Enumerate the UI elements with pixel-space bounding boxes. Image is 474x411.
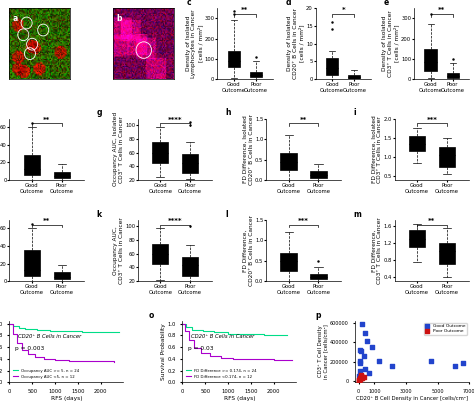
Text: **: ** <box>438 7 445 13</box>
Text: ****: **** <box>168 117 182 123</box>
PathPatch shape <box>152 143 168 163</box>
Text: **: ** <box>300 117 307 123</box>
PathPatch shape <box>310 274 327 279</box>
Poor Outcome <box>358 374 366 381</box>
X-axis label: RFS (days): RFS (days) <box>224 395 255 401</box>
PathPatch shape <box>409 230 425 247</box>
Poor Outcome <box>356 376 364 382</box>
Poor Outcome <box>356 375 364 382</box>
Y-axis label: Survival Probability: Survival Probability <box>161 323 166 380</box>
Good Outcome <box>358 321 366 328</box>
Text: d: d <box>285 0 291 7</box>
Text: e: e <box>383 0 389 7</box>
Text: l: l <box>225 210 228 219</box>
Text: **: ** <box>241 7 248 13</box>
X-axis label: CD20⁺ B Cell Density in Cancer [cells/cm²]: CD20⁺ B Cell Density in Cancer [cells/cm… <box>356 395 468 401</box>
Text: **: ** <box>428 218 436 224</box>
Good Outcome <box>368 343 376 350</box>
Y-axis label: FD Difference, Isolated
CD3⁺ T Cells in Cancer: FD Difference, Isolated CD3⁺ T Cells in … <box>371 115 382 183</box>
Good Outcome <box>356 358 364 364</box>
Good Outcome <box>357 348 365 354</box>
PathPatch shape <box>281 153 297 170</box>
Text: **: ** <box>43 218 50 224</box>
Good Outcome <box>355 373 363 379</box>
PathPatch shape <box>24 155 40 175</box>
Good Outcome <box>459 360 467 367</box>
Y-axis label: FD Difference, Isolated
CD20⁺ B Cells in Cancer: FD Difference, Isolated CD20⁺ B Cells in… <box>243 114 254 185</box>
Text: p = 0.03: p = 0.03 <box>188 346 214 351</box>
Legend: FD Difference >= 0.174, n = 24, FD Difference <0.174, n = 12: FD Difference >= 0.174, n = 24, FD Diffe… <box>184 367 258 380</box>
Text: *: * <box>341 7 345 13</box>
Y-axis label: Density of Isolated
Lymphocytes in Cancer
[cells / mm²]: Density of Isolated Lymphocytes in Cance… <box>185 9 203 78</box>
Good Outcome <box>361 330 368 337</box>
Text: CD20⁺ B Cells in Cancer: CD20⁺ B Cells in Cancer <box>18 334 81 339</box>
Text: p = 0.003: p = 0.003 <box>15 346 45 351</box>
Text: i: i <box>354 109 356 118</box>
Poor Outcome <box>356 377 363 383</box>
Poor Outcome <box>356 375 364 381</box>
Text: CD20⁺ B Cells in Cancer: CD20⁺ B Cells in Cancer <box>191 334 254 339</box>
PathPatch shape <box>281 253 297 271</box>
Text: m: m <box>354 210 362 219</box>
Good Outcome <box>360 353 367 360</box>
PathPatch shape <box>152 244 168 264</box>
Y-axis label: Density of Isolated
CD3⁺ T Cells in Cancer
[cells / mm²]: Density of Isolated CD3⁺ T Cells in Canc… <box>383 10 400 77</box>
Text: **: ** <box>43 117 50 123</box>
PathPatch shape <box>228 51 240 67</box>
Text: c: c <box>187 0 191 7</box>
PathPatch shape <box>250 72 262 77</box>
PathPatch shape <box>438 148 455 166</box>
Legend: Good Outcome, Poor Outcome: Good Outcome, Poor Outcome <box>424 323 467 335</box>
X-axis label: RFS (days): RFS (days) <box>51 395 82 401</box>
Text: ***: *** <box>427 117 438 123</box>
PathPatch shape <box>310 171 327 178</box>
Good Outcome <box>356 360 364 367</box>
Legend: Occupancy AUC >= 5, n = 24, Occupancy AUC <5, n = 12: Occupancy AUC >= 5, n = 24, Occupancy AU… <box>11 367 81 380</box>
Good Outcome <box>375 358 383 364</box>
Text: ***: *** <box>298 218 309 224</box>
Good Outcome <box>356 346 364 353</box>
Good Outcome <box>362 366 369 372</box>
PathPatch shape <box>182 154 198 173</box>
PathPatch shape <box>54 172 70 178</box>
Y-axis label: Occupancy AUC, Isolated
CD3⁺ T Cells in Cancer: Occupancy AUC, Isolated CD3⁺ T Cells in … <box>113 112 124 186</box>
Y-axis label: CD3⁺ T Cell Density
in Cancer [cells/cm²]: CD3⁺ T Cell Density in Cancer [cells/cm²… <box>318 324 328 379</box>
PathPatch shape <box>425 48 437 71</box>
Good Outcome <box>356 367 364 374</box>
Poor Outcome <box>358 374 366 381</box>
Good Outcome <box>388 363 396 369</box>
Text: b: b <box>117 14 122 23</box>
Good Outcome <box>365 369 373 376</box>
Text: p: p <box>316 311 321 320</box>
Good Outcome <box>363 338 371 344</box>
Y-axis label: FD Difference,
CD3⁺ T Cells in Cancer: FD Difference, CD3⁺ T Cells in Cancer <box>371 217 382 284</box>
Good Outcome <box>428 358 435 365</box>
Y-axis label: Density of Isolated
CD20⁺ B Cells in Cancer
[cells / mm²]: Density of Isolated CD20⁺ B Cells in Can… <box>287 8 305 79</box>
Text: ****: **** <box>168 218 182 224</box>
PathPatch shape <box>54 272 70 279</box>
PathPatch shape <box>447 73 459 78</box>
Text: h: h <box>225 109 231 118</box>
PathPatch shape <box>438 243 455 264</box>
PathPatch shape <box>326 58 338 76</box>
Poor Outcome <box>356 376 363 383</box>
PathPatch shape <box>409 136 425 151</box>
PathPatch shape <box>182 256 198 276</box>
PathPatch shape <box>24 250 40 276</box>
Good Outcome <box>451 363 459 369</box>
Text: a: a <box>12 14 18 23</box>
Text: k: k <box>97 210 102 219</box>
Y-axis label: FD Difference,
CD20⁺ B Cells in Cancer: FD Difference, CD20⁺ B Cells in Cancer <box>243 215 254 286</box>
Poor Outcome <box>360 374 367 380</box>
Poor Outcome <box>357 373 365 379</box>
Text: g: g <box>97 109 102 118</box>
Poor Outcome <box>355 377 363 384</box>
Poor Outcome <box>357 372 365 379</box>
Text: o: o <box>148 311 154 320</box>
PathPatch shape <box>348 76 360 79</box>
Y-axis label: Occupancy AUC,
CD3⁺ T Cells in Cancer: Occupancy AUC, CD3⁺ T Cells in Cancer <box>113 217 124 284</box>
